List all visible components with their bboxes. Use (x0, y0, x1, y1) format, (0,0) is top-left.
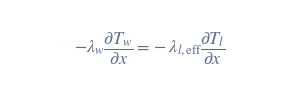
Text: $-\lambda_w \dfrac{\partial T_w}{\partial x} = -\lambda_{l,\mathrm{eff}} \dfrac{: $-\lambda_w \dfrac{\partial T_w}{\partia… (74, 31, 226, 67)
